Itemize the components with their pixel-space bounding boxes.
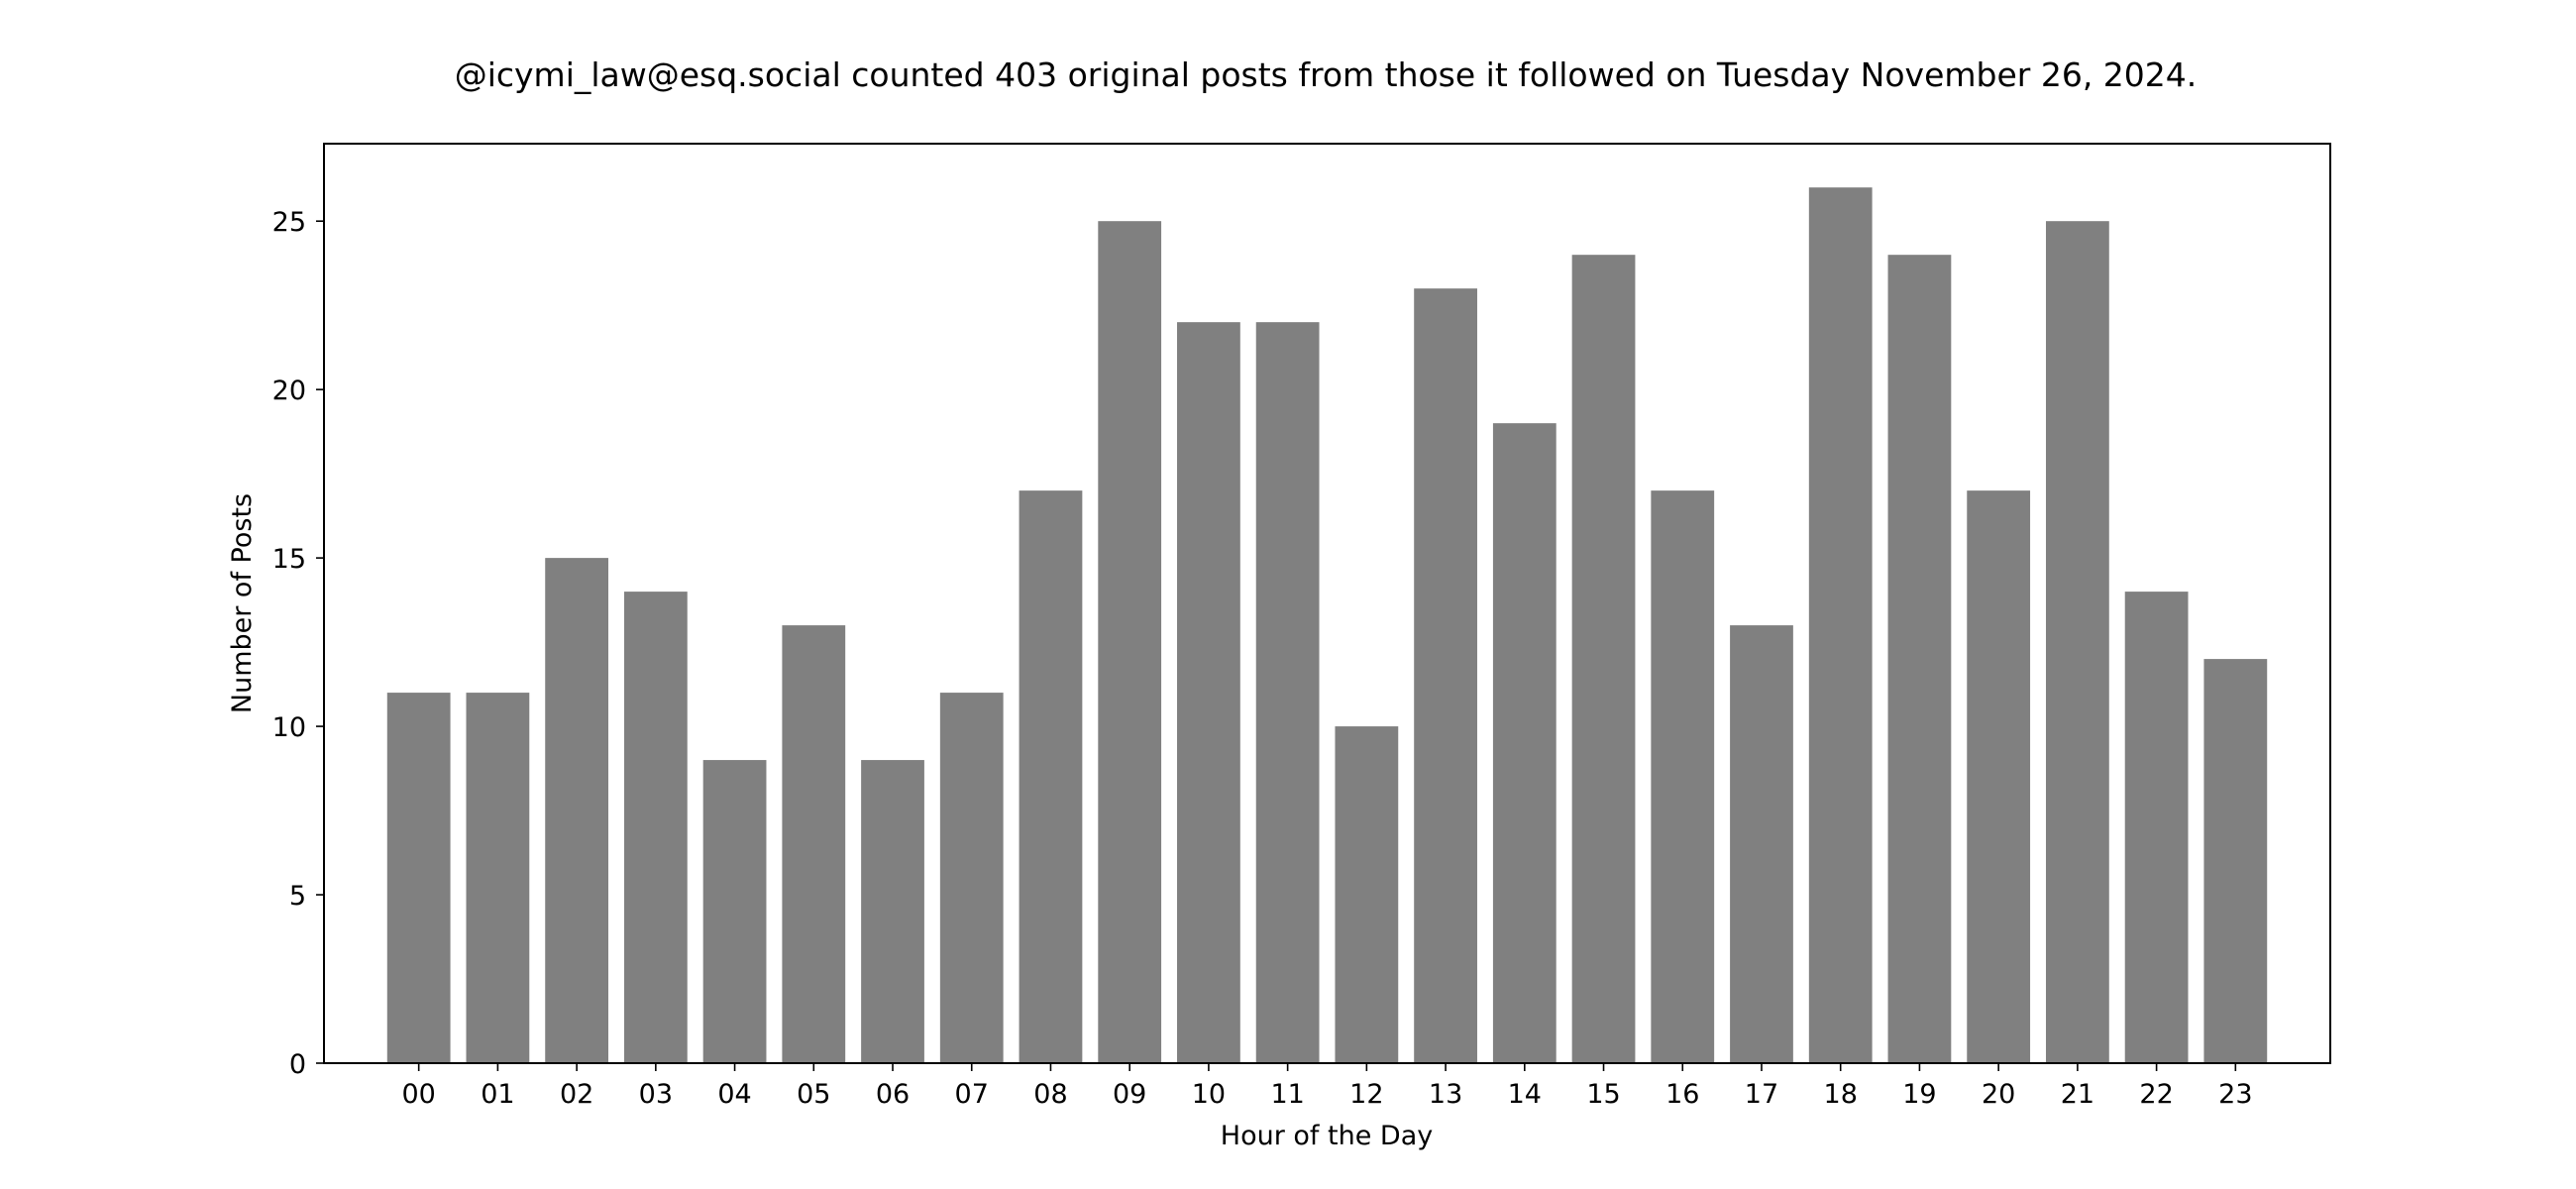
x-tick-label: 02 [560,1079,593,1110]
y-tick-label: 25 [272,207,306,238]
bar-hour-17 [1730,625,1793,1063]
chart-title: @icymi_law@esq.social counted 403 origin… [455,55,2198,94]
bar-hour-18 [1808,187,1873,1063]
x-tick-label: 03 [639,1079,673,1110]
x-tick-label: 07 [955,1079,989,1110]
plot-frame [323,143,2331,1064]
bar-hour-02 [545,558,609,1063]
bar-hour-16 [1651,490,1715,1064]
bar-hour-07 [939,693,1004,1063]
x-tick-label: 05 [797,1079,830,1110]
bar-hour-00 [386,693,451,1063]
bar-hour-20 [1967,490,2031,1064]
x-tick-label: 20 [1982,1079,2015,1110]
bar-hour-10 [1177,322,1240,1064]
y-tick-label: 0 [289,1049,306,1080]
y-axis-label: Number of Posts [227,493,258,713]
bar-hour-14 [1492,423,1556,1064]
bar-hour-05 [782,625,846,1063]
y-tick-label: 15 [272,544,306,575]
x-tick-label: 19 [1902,1079,1936,1110]
x-tick-label: 16 [1665,1079,1699,1110]
bar-hour-13 [1414,288,1477,1064]
y-tick-label: 5 [289,881,306,912]
bar-hour-12 [1335,726,1399,1063]
bar-hour-22 [2124,592,2189,1063]
bar-hour-23 [2203,659,2268,1063]
bar-hour-01 [466,693,530,1063]
x-tick-label: 13 [1429,1079,1462,1110]
x-tick-label: 15 [1586,1079,1620,1110]
x-axis-ticks: 00 01 02 03 04 05 06 07 08 09 10 11 12 13 14 15 16 17 18 19… [401,1063,2253,1110]
x-tick-label: 14 [1508,1079,1542,1110]
bar-hour-11 [1255,322,1320,1064]
bar-hour-08 [1019,490,1083,1064]
x-tick-label: 00 [401,1079,435,1110]
y-tick-label: 20 [272,376,306,406]
x-tick-label: 01 [481,1079,514,1110]
y-tick-label: 10 [272,712,306,743]
x-tick-label: 17 [1745,1079,1778,1110]
x-tick-label: 09 [1113,1079,1146,1110]
bar-hour-06 [861,760,924,1063]
x-tick-label: 18 [1824,1079,1858,1110]
bar-hour-19 [1887,255,1952,1064]
x-tick-label: 10 [1192,1079,1226,1110]
bar-hour-21 [2045,221,2109,1063]
bar-hour-15 [1571,255,1636,1064]
x-tick-label: 06 [876,1079,910,1110]
x-tick-label: 11 [1270,1079,1304,1110]
bar-hour-09 [1098,221,1162,1063]
bars-group [386,187,2268,1064]
y-axis-ticks: 0 5 10 15 20 25 [272,207,324,1080]
bar-hour-03 [623,592,688,1063]
x-tick-label: 12 [1349,1079,1383,1110]
x-axis-label: Hour of the Day [1221,1121,1433,1151]
x-tick-label: 04 [717,1079,751,1110]
x-tick-label: 21 [2061,1079,2094,1110]
x-tick-label: 22 [2139,1079,2173,1110]
x-tick-label: 23 [2218,1079,2252,1110]
bar-hour-04 [702,760,767,1063]
x-tick-label: 08 [1033,1079,1067,1110]
